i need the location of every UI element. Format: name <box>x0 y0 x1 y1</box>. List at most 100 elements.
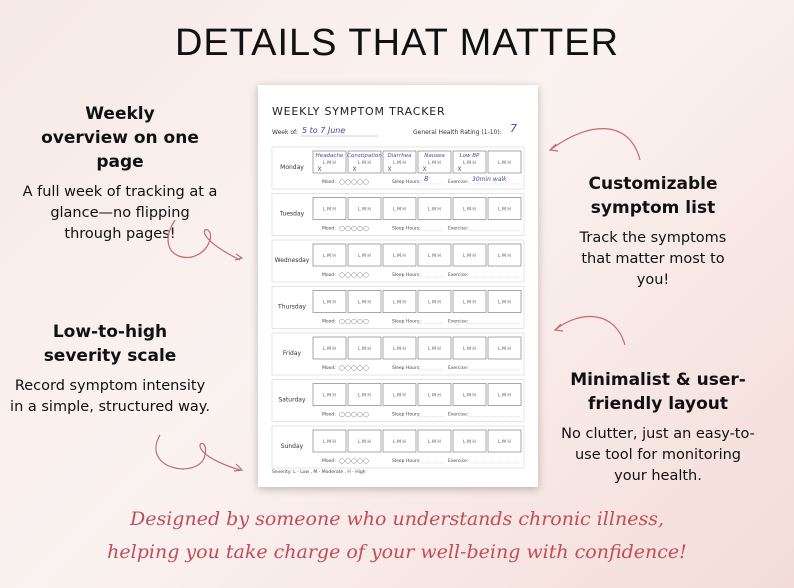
mood-circle <box>363 458 369 464</box>
mood-circle <box>363 411 369 418</box>
symptom-name: Nausea <box>424 153 445 159</box>
sleep-label: Sleep Hours: <box>392 458 421 464</box>
symptom-box <box>347 197 382 220</box>
day-block <box>271 239 525 283</box>
day-name: Saturday <box>278 397 305 404</box>
symptom-box <box>347 243 382 267</box>
severity-scale: L M H <box>358 439 371 445</box>
week-label: Week of: <box>272 129 298 136</box>
feature: Low-to-high severity scale Record symptom… <box>10 320 210 418</box>
symptom-box <box>382 197 417 220</box>
exercise-label: Exercise: <box>448 458 468 464</box>
symptom-box <box>312 383 347 406</box>
severity-scale: L M H <box>463 439 476 445</box>
mood-circle <box>351 179 357 185</box>
symptom-box <box>452 243 487 267</box>
symptom-box <box>417 243 452 267</box>
severity-scale: L M H <box>323 160 336 166</box>
severity-scale: L M H <box>393 207 406 213</box>
mood-circle <box>351 318 357 325</box>
mood-circle <box>339 225 345 232</box>
exercise-label: Exercise: <box>448 272 468 278</box>
symptom-box <box>452 150 487 174</box>
feature-text: A full week of tracking at a glance—no f… <box>22 184 218 242</box>
exercise-label: Exercise: <box>448 412 468 418</box>
day-block <box>271 286 525 329</box>
severity-scale: L M H <box>428 207 441 213</box>
severity-scale: L M H <box>428 300 441 306</box>
severity-scale: L M H <box>323 253 336 259</box>
severity-scale: L M H <box>498 439 511 445</box>
severity-mark: X <box>422 166 426 173</box>
mood-label: Mood: <box>322 458 336 464</box>
mood-circle <box>345 179 351 185</box>
mood-circle <box>345 458 351 464</box>
day-name: Wednesday <box>275 257 310 264</box>
symptom-box <box>487 243 522 267</box>
title: DETAILS THAT MATTER <box>174 22 620 64</box>
symptom-box <box>417 197 452 220</box>
severity-scale: L M H <box>358 253 371 259</box>
mood-circle <box>363 179 369 185</box>
day-name: Sunday <box>281 443 304 450</box>
mood-circle <box>351 458 357 464</box>
symptom-name: Constipation <box>347 153 382 159</box>
severity-scale: L M H <box>393 300 406 306</box>
mood-label: Mood: <box>322 226 336 232</box>
mood-circle <box>357 411 363 418</box>
severity-scale: L M H <box>358 393 371 399</box>
sleep-value: 8 <box>424 175 429 183</box>
mood-circle <box>339 458 345 464</box>
mood-circle <box>351 272 357 278</box>
severity-scale: L M H <box>463 300 476 306</box>
feature-text: Record symptom intensity in a simple, st… <box>10 378 210 415</box>
severity-mark: X <box>457 166 461 173</box>
severity-scale: L M H <box>393 160 406 166</box>
mood-circle <box>345 365 351 371</box>
mood-circle <box>363 318 369 325</box>
feature-title: Low-to-high severity scale <box>43 322 177 366</box>
mood-circle <box>357 272 363 278</box>
symptom-box <box>312 336 347 360</box>
exercise-label: Exercise: <box>448 179 468 185</box>
mood-circle <box>363 225 369 232</box>
severity-scale: L M H <box>428 160 441 166</box>
mood-circle <box>357 365 363 371</box>
severity-scale: L M H <box>498 346 511 352</box>
severity-scale: L M H <box>393 393 406 399</box>
mood-label: Mood: <box>322 179 336 185</box>
symptom-box <box>452 290 487 313</box>
severity-scale: L M H <box>428 393 441 399</box>
mood-label: Mood: <box>322 412 336 418</box>
day-block <box>271 193 525 236</box>
sleep-label: Sleep Hours: <box>392 412 421 418</box>
symptom-box <box>312 290 347 313</box>
mood-circle <box>345 318 351 325</box>
mood-circle <box>345 411 351 418</box>
day-block <box>271 425 525 469</box>
severity-scale: L M H <box>498 207 511 213</box>
sleep-label: Sleep Hours: <box>392 226 421 232</box>
symptom-name: Headache <box>316 153 344 159</box>
symptom-name: Low BP <box>460 153 480 159</box>
severity-scale: L M H <box>323 393 336 399</box>
day-name: Thursday <box>277 304 306 311</box>
feature-title: Weekly overview on one page <box>41 104 199 172</box>
severity-scale: L M H <box>463 346 476 352</box>
symptom-box <box>382 243 417 267</box>
mood-label: Mood: <box>322 365 336 371</box>
day-block <box>271 379 525 422</box>
mood-circle <box>345 225 351 232</box>
sleep-label: Sleep Hours: <box>392 272 421 278</box>
severity-mark: X <box>352 166 356 173</box>
symptom-box <box>347 290 382 313</box>
day-name: Monday <box>280 164 304 171</box>
symptom-box <box>417 429 452 453</box>
symptom-box <box>452 429 487 453</box>
tracker-sheet: WEEKLY SYMPTOM TRACKER Week of: 5 to 7 Jun… <box>258 85 538 487</box>
exercise-value: 30min walk <box>472 176 507 183</box>
feature-title: Minimalist & user-friendly layout <box>570 370 746 414</box>
symptom-box <box>312 429 347 453</box>
